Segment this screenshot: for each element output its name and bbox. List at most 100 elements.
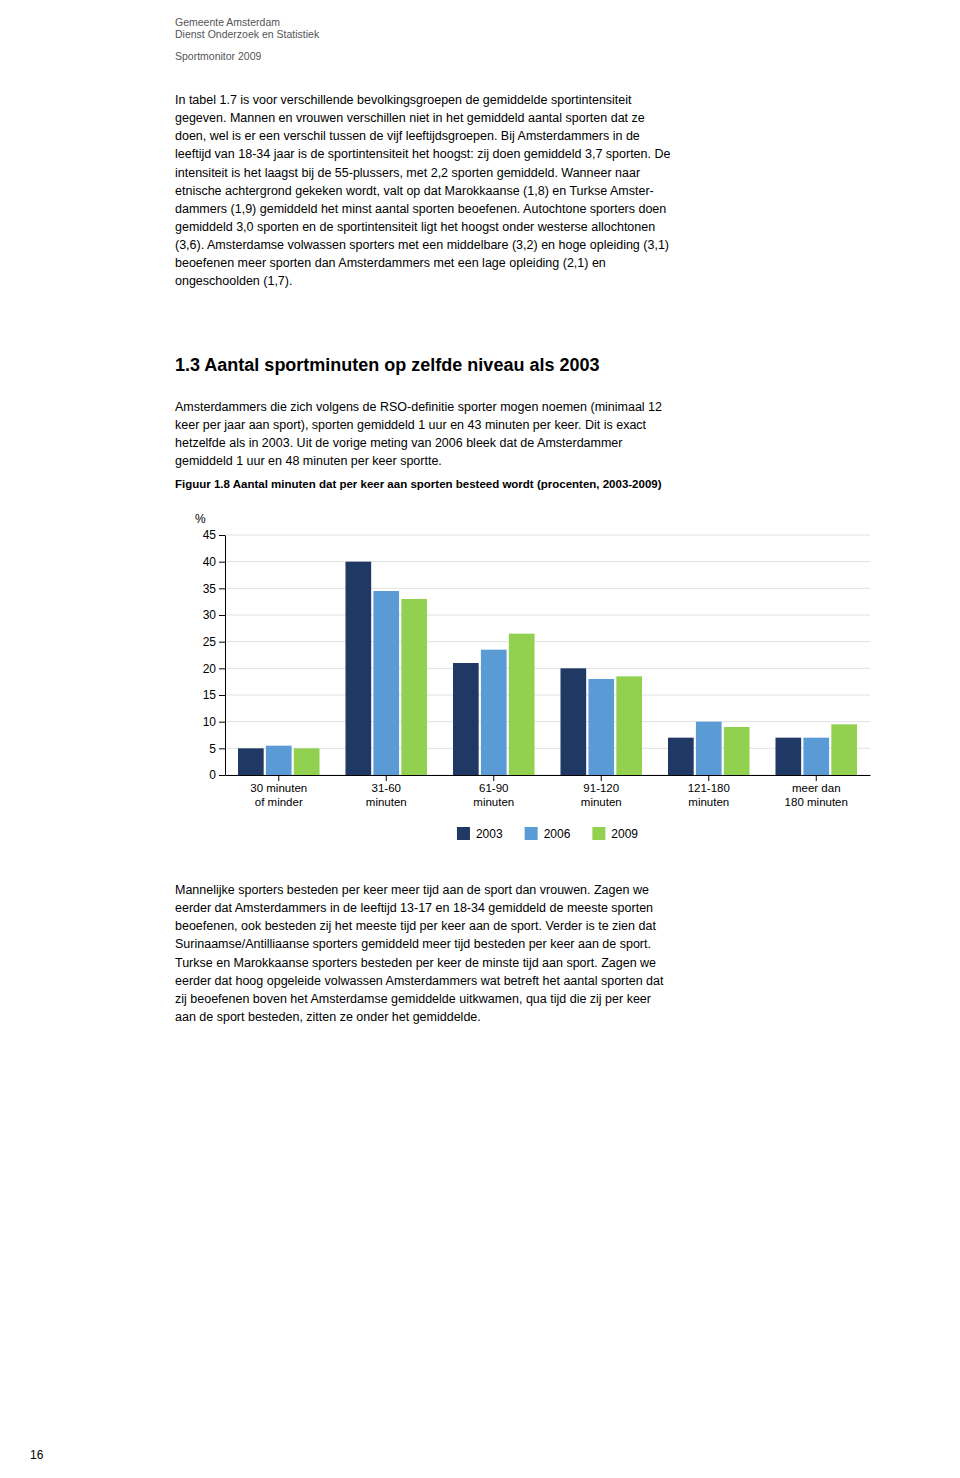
legend-item: 2003 — [457, 827, 503, 841]
text-line: 61-90 — [479, 782, 508, 794]
text-line: eerder dat Amsterdammers in de leeftijd … — [175, 901, 653, 915]
x-tick-label: 30 minuten of minder — [250, 782, 307, 808]
section-heading: 1.3 Aantal sportminuten op zelfde niveau… — [175, 355, 599, 375]
text-line: gemiddeld 1 uur en 48 minuten per keer s… — [175, 454, 442, 468]
y-tick-label: 5 — [209, 742, 216, 756]
grid-line — [225, 615, 870, 616]
y-tick: 25 — [203, 635, 225, 649]
x-tick-label: 121-180 minuten — [688, 782, 730, 808]
text-line: Mannelijke sporters besteden per keer me… — [175, 883, 649, 897]
x-tick-label: meer dan180 minuten — [785, 782, 848, 808]
grid-line — [225, 748, 870, 749]
y-tick: 5 — [209, 742, 225, 756]
text-line: keer per jaar aan sport), sporten gemidd… — [175, 418, 647, 432]
text-line: ongeschoolden (1,7). — [175, 274, 292, 288]
text-line: 16 — [30, 1448, 44, 1462]
y-tick-label: 35 — [203, 582, 217, 596]
text-line: In tabel 1.7 is voor verschillende bevol… — [175, 93, 632, 107]
legend-swatch — [592, 827, 605, 840]
bar — [453, 663, 479, 775]
legend-label: 2006 — [544, 827, 571, 841]
legend-item: 2006 — [525, 827, 571, 841]
x-tick-label: 31-60minuten — [366, 782, 407, 808]
bar — [616, 676, 642, 775]
y-tick: 35 — [203, 582, 225, 596]
text-line: of minder — [255, 796, 303, 808]
x-tick-mark — [386, 775, 387, 781]
x-tick-label: 91-120 minuten — [581, 782, 622, 808]
paragraph: In tabel 1.7 is voor verschillende bevol… — [175, 93, 670, 288]
text-line: (3,6). Amsterdamse volwassen sporters me… — [175, 238, 669, 252]
bar-series — [294, 599, 857, 775]
x-tick: 31-60minuten — [366, 775, 407, 808]
text-line: zij beoefenen boven het Amsterdamse gemi… — [175, 992, 651, 1006]
y-tick: 10 — [203, 715, 225, 729]
header-line: Gemeente Amsterdam — [175, 16, 280, 28]
y-tick-mark — [219, 668, 225, 669]
y-tick-mark — [219, 588, 225, 589]
text-line: beoefenen, ook besteden zij het meeste t… — [175, 919, 656, 933]
y-axis: 051015202530354045 — [203, 528, 226, 782]
text-line: 91-120 — [583, 782, 619, 794]
bar — [401, 599, 427, 775]
y-tick-label: 25 — [203, 635, 217, 649]
text-line: eerder dat hoog opgeleide volwassen Amst… — [175, 973, 664, 987]
x-tick: 91-120 minuten — [581, 775, 622, 808]
x-axis-line — [226, 775, 871, 776]
bar — [696, 722, 722, 775]
bar — [481, 650, 507, 775]
x-tick-mark — [816, 775, 817, 781]
bar — [588, 679, 614, 775]
legend-label: 2003 — [476, 827, 503, 841]
grid-line — [225, 561, 870, 562]
text-line: minuten — [581, 796, 622, 808]
text-line: Turkse en Marokkaanse sporters besteden … — [175, 955, 656, 969]
x-tick: 61-90minuten — [473, 775, 514, 808]
text-line: minuten — [688, 796, 729, 808]
text-line: leeftijd van 18-34 jaar is de sportinten… — [175, 147, 670, 161]
y-tick-label: 15 — [203, 688, 217, 702]
bar — [373, 591, 399, 775]
y-tick-label: 30 — [203, 608, 217, 622]
bars — [238, 562, 857, 775]
text-line: beoefenen meer sporten dan Amsterdammers… — [175, 256, 606, 270]
header-line: Dienst Onderzoek en Statistiek — [175, 28, 320, 40]
grid-line — [225, 721, 870, 722]
x-tick: 121-180 minuten — [688, 775, 730, 808]
y-tick-mark — [219, 615, 225, 616]
y-tick: 15 — [203, 688, 225, 702]
text-line: aan de sport besteden, zitten ze onder h… — [175, 1010, 481, 1024]
y-tick-label: 0 — [209, 768, 216, 782]
y-tick-mark — [219, 722, 225, 723]
y-tick-label: 45 — [203, 528, 217, 542]
legend: 2003 2006 2009 — [457, 827, 638, 841]
legend-item: 2009 — [592, 827, 638, 841]
bar — [724, 727, 750, 775]
text-line: 121-180 — [688, 782, 730, 794]
y-tick-mark — [219, 695, 225, 696]
text-line: 30 minuten — [250, 782, 307, 794]
text-line: gegeven. Mannen en vrouwen verschillen n… — [175, 111, 645, 125]
text-line: minuten — [366, 796, 407, 808]
text-line: Sportmonitor 2009 — [175, 50, 262, 62]
text-line: intensiteit is het laagst bij de 55-plus… — [175, 165, 640, 179]
y-axis-label: % — [195, 512, 206, 526]
bar — [509, 634, 535, 775]
text-line: Figuur 1.8 Aantal minuten dat per keer a… — [175, 478, 662, 490]
chart-title: Figuur 1.8 Aantal minuten dat per keer a… — [175, 478, 662, 490]
background — [0, 0, 960, 1478]
x-tick: meer dan180 minuten — [785, 775, 848, 808]
bar — [803, 738, 829, 775]
text-line: hetzelfde als in 2003. Uit de vorige met… — [175, 436, 622, 450]
bar — [294, 748, 320, 775]
paragraph: Mannelijke sporters besteden per keer me… — [175, 883, 664, 1024]
y-tick-label: 10 — [203, 715, 217, 729]
y-tick: 20 — [203, 662, 225, 676]
chart: 051015202530354045%30 minutenof minder31… — [195, 512, 871, 841]
y-axis-line — [225, 536, 226, 776]
x-axis: 30 minutenof minder31-60minuten61-90minu… — [226, 775, 871, 808]
x-tick-mark — [708, 775, 709, 781]
text-line: dammers (1,9) gemiddeld het minst aantal… — [175, 202, 666, 216]
bar-series — [238, 562, 801, 775]
bar — [560, 668, 586, 775]
